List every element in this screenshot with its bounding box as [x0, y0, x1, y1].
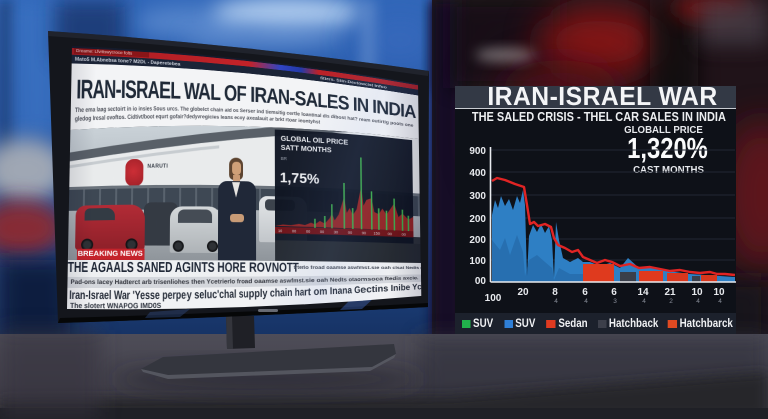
svg-text:00: 00: [388, 231, 393, 235]
svg-text:21: 21: [664, 287, 676, 298]
svg-text:100: 100: [469, 256, 486, 267]
svg-text:10: 10: [278, 228, 282, 233]
svg-text:8: 8: [552, 287, 558, 298]
svg-text:00: 00: [402, 232, 407, 236]
svg-text:00: 00: [306, 229, 311, 234]
svg-text:900: 900: [469, 146, 486, 157]
svg-text:4: 4: [584, 298, 588, 305]
svg-text:3: 3: [613, 298, 617, 305]
svg-text:4: 4: [642, 298, 646, 305]
svg-text:6: 6: [582, 287, 588, 298]
svg-text:150: 150: [375, 231, 380, 236]
svg-text:300: 300: [469, 191, 486, 202]
svg-text:6: 6: [611, 287, 617, 298]
svg-text:2: 2: [669, 298, 673, 305]
svg-text:30: 30: [334, 229, 339, 234]
svg-text:90: 90: [362, 230, 367, 235]
svg-text:150: 150: [374, 231, 378, 236]
svg-text:4: 4: [696, 298, 700, 305]
svg-text:100: 100: [485, 293, 502, 304]
svg-text:200: 200: [469, 214, 486, 225]
svg-text:00: 00: [292, 228, 297, 233]
svg-text:20: 20: [517, 287, 529, 298]
svg-text:400: 400: [469, 168, 486, 179]
svg-text:200: 200: [469, 235, 486, 246]
svg-text:10: 10: [691, 287, 703, 298]
svg-text:10: 10: [713, 287, 725, 298]
svg-text:00: 00: [475, 276, 487, 287]
svg-text:14: 14: [637, 287, 649, 298]
svg-text:00: 00: [348, 230, 353, 235]
svg-text:4: 4: [554, 298, 558, 305]
svg-text:4: 4: [718, 298, 722, 305]
svg-text:00: 00: [320, 229, 325, 234]
